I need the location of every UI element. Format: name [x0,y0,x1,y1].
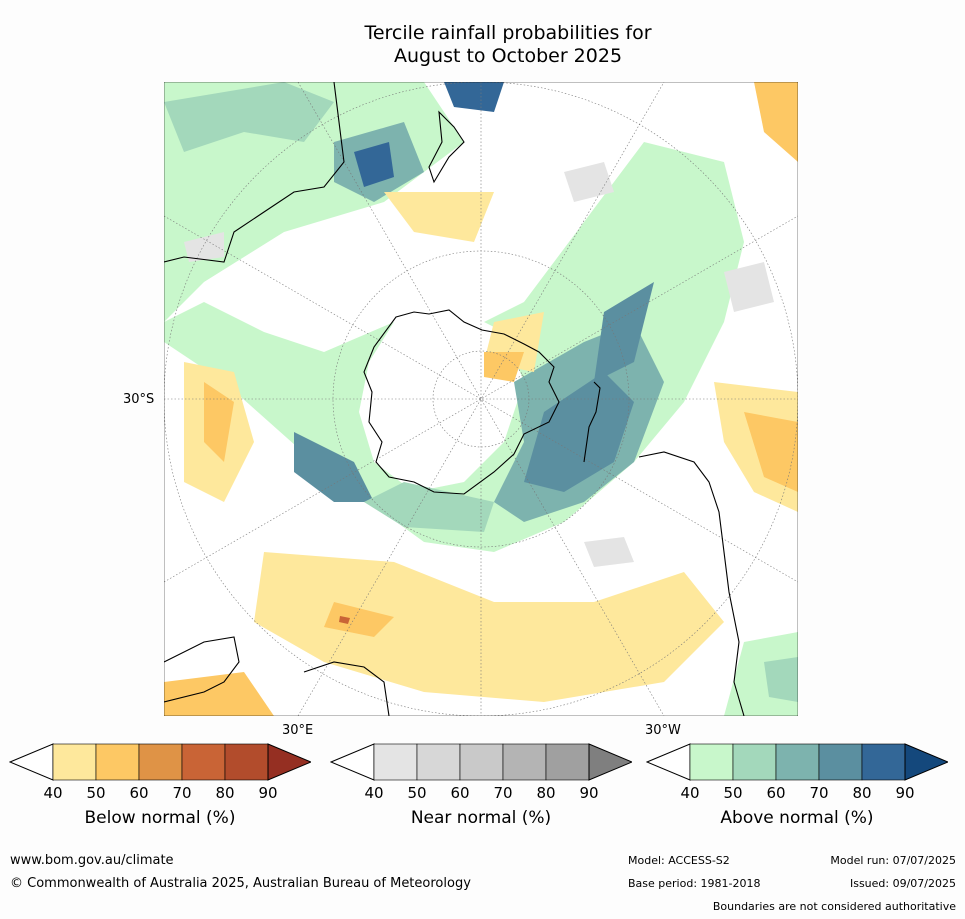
field-orange-pole [484,352,524,382]
footer-disclaimer: Boundaries are not considered authoritat… [712,900,956,913]
field-yellow-south [254,552,724,702]
meridian-120 [163,215,799,583]
colorbar-above-normal [646,743,948,781]
field-grey-2 [724,262,774,312]
antarctica-coast [363,309,560,495]
africa-coast [163,636,240,703]
south-america-coast [638,451,745,717]
colorbar-tick-label: 60 [450,784,470,802]
footer-model: Model: ACCESS-S2 [628,854,730,867]
coastlines [163,81,745,717]
field-orange-sw [164,672,274,716]
colorbar-segment-5 [224,743,269,781]
colorbar-tick-label: 60 [766,784,786,802]
colorbar-extend-low [330,743,375,781]
title-line-2: August to October 2025 [393,45,623,67]
colorbar-segment-4 [181,743,226,781]
colorbar-segment-2 [732,743,777,781]
colorbar-near-svg [330,743,632,781]
field-teal-nw [164,82,334,152]
meridian-60 [163,215,799,583]
colorbar-near-normal [330,743,632,781]
colorbar-tick-label: 50 [86,784,106,802]
field-teal-se [764,657,798,702]
colorbar-tick-label: 50 [723,784,743,802]
colorbar-tick-label: 90 [579,784,599,802]
colorbar-extend-high [267,743,311,781]
field-blue-north [444,82,504,112]
footer-model-run: Model run: 07/07/2025 [830,854,956,867]
lon-label-30e: 30°E [282,723,314,738]
field-blue-weddell [524,372,634,492]
madagascar-coast [303,661,390,717]
field-grey-1 [564,162,614,202]
colorbar-tick-label: 70 [493,784,513,802]
footer-base-period: Base period: 1981-2018 [628,877,761,890]
footer-copyright: © Commonwealth of Australia 2025, Austra… [10,876,471,891]
antarctic-peninsula [583,381,601,463]
polar-map-svg [163,81,799,717]
colorbar-tick-label: 50 [407,784,427,802]
field-orange-south [324,602,394,637]
field-orange-west [204,382,234,462]
colorbar-segment-5 [861,743,906,781]
field-grey-3 [584,537,634,567]
colorbar-extend-high [904,743,948,781]
colorbar-tick-label: 80 [852,784,872,802]
colorbar-segment-1 [689,743,734,781]
colorbar-tick-label: 60 [129,784,149,802]
field-teal-south [364,482,494,532]
lon-label-30w: 30°W [645,723,681,738]
new-zealand-coast [428,110,465,184]
colorbar-segment-1 [373,743,418,781]
colorbar-tick-label: 70 [809,784,829,802]
colorbar-segment-5 [545,743,590,781]
australia-coast [163,81,345,263]
title-line-1: Tercile rainfall probabilities for [364,22,652,44]
colorbar-tick-label: 90 [895,784,915,802]
colorbar-above-svg [646,743,948,781]
field-blue-indian [294,432,374,502]
colorbar-tick-label: 90 [258,784,278,802]
antarctica-interior [359,312,524,492]
colorbar-tick-label: 40 [680,784,700,802]
colorbar-tick-label: 40 [364,784,384,802]
colorbar-segment-2 [95,743,140,781]
field-blue-scotia [594,282,654,382]
colorbar-extend-low [9,743,54,781]
footer-website: www.bom.gov.au/climate [10,853,174,868]
colorbar-segment-2 [416,743,461,781]
colorbar-near-label: Near normal (%) [410,808,552,828]
field-orange-brazil [744,412,798,492]
field-orange-ne [754,82,798,162]
footer-issued: Issued: 09/07/2025 [849,877,956,890]
rainfall-probability-map [163,81,799,717]
colorbar-segment-1 [52,743,97,781]
meridian-150 [297,81,665,717]
field-dark-orange [339,616,350,624]
colorbar-below-normal [9,743,311,781]
field-grey-4 [184,232,224,262]
chart-title: Tercile rainfall probabilities for Augus… [0,22,965,68]
lat-label-30s: 30°S [123,392,155,407]
colorbar-extend-high [588,743,632,781]
colorbar-segment-4 [502,743,547,781]
colorbar-segment-4 [818,743,863,781]
colorbar-tick-label: 80 [536,784,556,802]
colorbar-tick-label: 80 [215,784,235,802]
field-yellow-tasman [384,192,494,242]
colorbar-segment-3 [775,743,820,781]
colorbar-extend-low [646,743,691,781]
colorbar-segment-3 [459,743,504,781]
colorbar-tick-label: 70 [172,784,192,802]
colorbar-above-label: Above normal (%) [720,808,874,828]
meridian-30 [297,81,665,717]
field-blue-nz [354,142,394,187]
colorbar-segment-3 [138,743,183,781]
colorbar-tick-label: 40 [43,784,63,802]
colorbar-below-label: Below normal (%) [84,808,236,828]
colorbar-below-svg [9,743,311,781]
probability-fields [164,82,798,716]
